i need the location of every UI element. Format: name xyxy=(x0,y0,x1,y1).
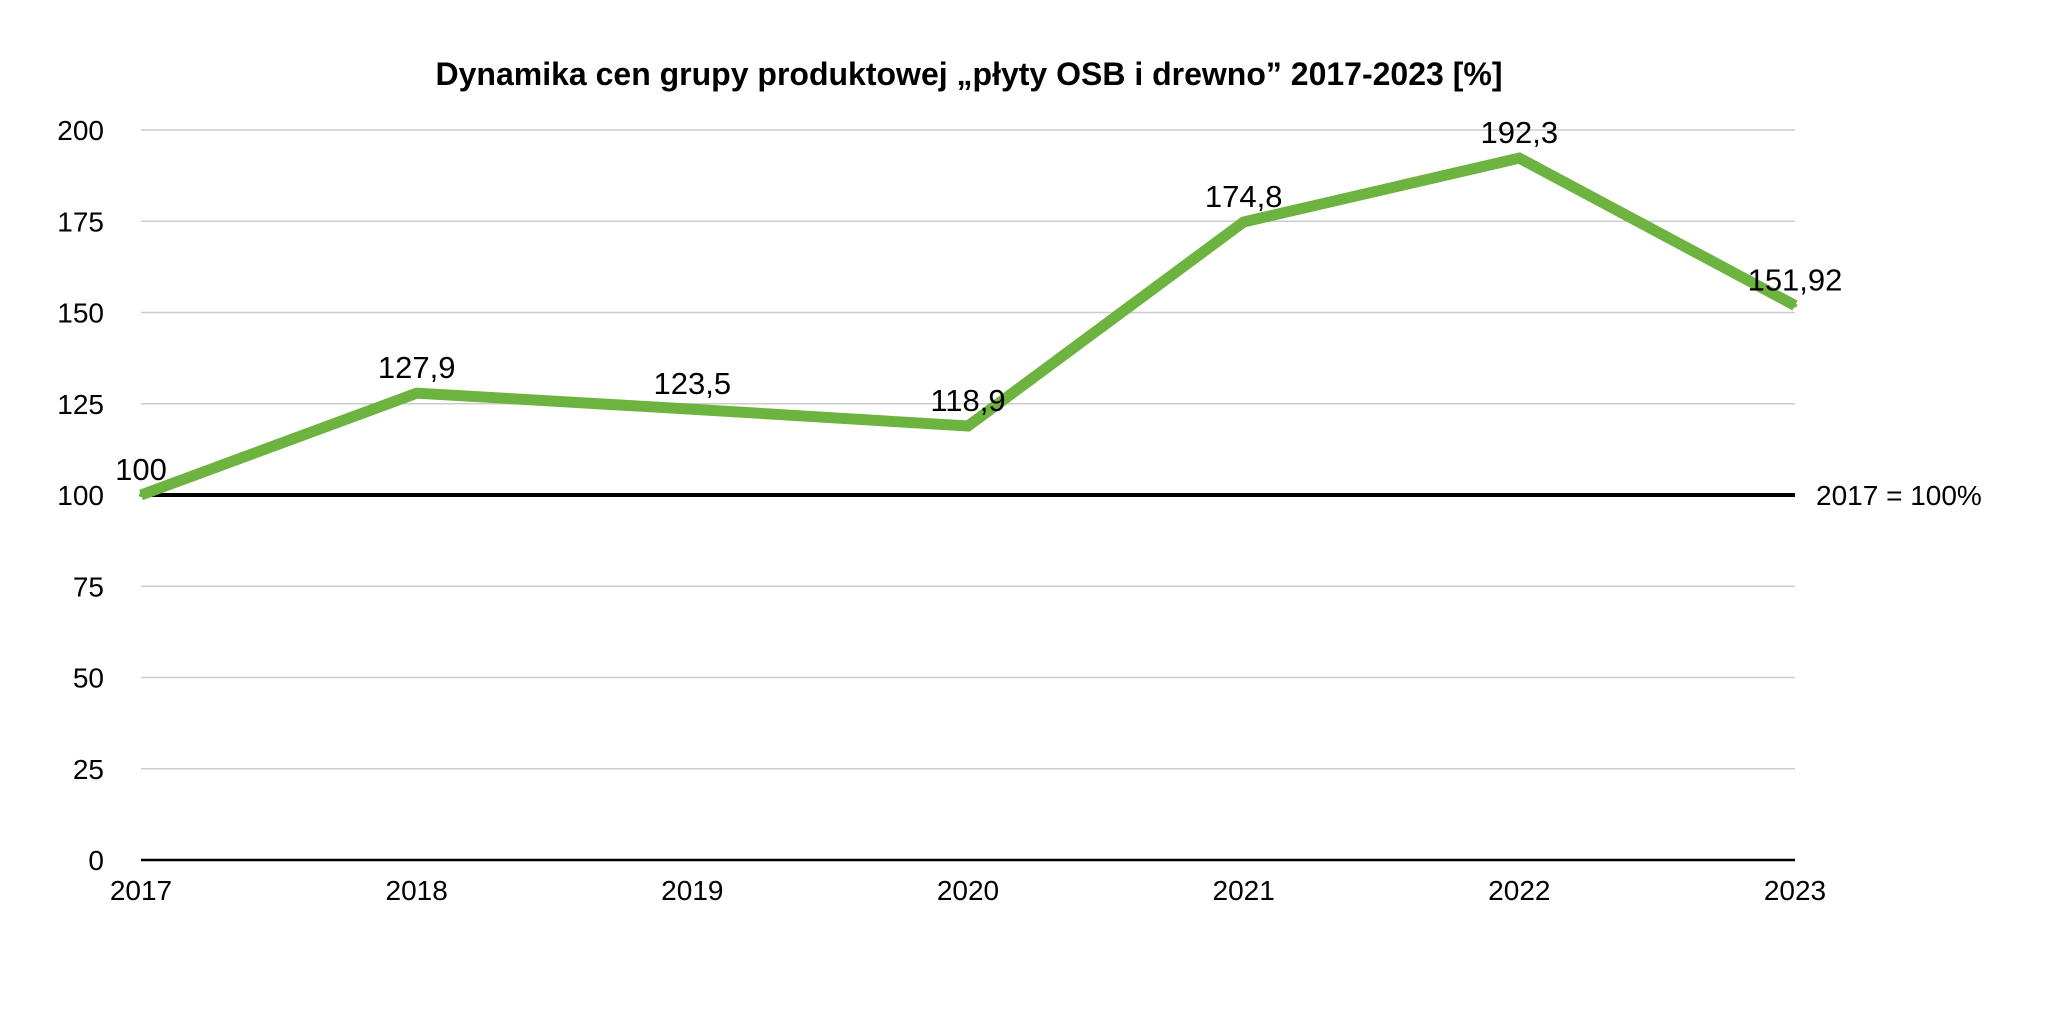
x-tick-label-2020: 2020 xyxy=(937,875,999,906)
data-label-2020: 118,9 xyxy=(930,383,1005,418)
data-point-2021 xyxy=(1241,219,1246,224)
data-point-2017 xyxy=(139,493,143,497)
data-label-2023: 151,92 xyxy=(1748,262,1843,297)
y-tick-label-25: 25 xyxy=(73,754,104,785)
y-tick-label-200: 200 xyxy=(57,115,104,146)
y-tick-label-125: 125 xyxy=(57,389,104,420)
data-label-2019: 123,5 xyxy=(654,366,732,401)
series-line-0 xyxy=(139,152,1798,501)
data-label-2018: 127,9 xyxy=(378,350,456,385)
data-label-2021: 174,8 xyxy=(1205,179,1283,214)
x-tick-label-2018: 2018 xyxy=(386,875,448,906)
chart-title: Dynamika cen grupy produktowej „płyty OS… xyxy=(435,56,1503,92)
data-point-2022 xyxy=(1517,156,1522,161)
data-point-2019 xyxy=(690,407,695,412)
data-labels: 2017 = 100% 100 127,9 123,5 118,9 174,8 192,3 1… xyxy=(115,115,1982,511)
y-tick-label-100: 100 xyxy=(57,480,104,511)
data-label-2017: 100 xyxy=(115,452,167,487)
x-tick-label-2023: 2023 xyxy=(1764,875,1826,906)
x-tick-label-2019: 2019 xyxy=(661,875,723,906)
x-tick-label-2022: 2022 xyxy=(1488,875,1550,906)
data-point-2020 xyxy=(966,424,970,429)
x-tick-label-2017: 2017 xyxy=(110,875,172,906)
x-tick-label-2021: 2021 xyxy=(1213,875,1275,906)
y-tick-label-175: 175 xyxy=(57,206,104,237)
series xyxy=(139,152,1798,501)
data-label-2022: 192,3 xyxy=(1481,115,1559,150)
y-tick-label-75: 75 xyxy=(73,571,104,602)
data-point-2018 xyxy=(414,391,419,396)
axes: 0 25 50 75 100 125 150 175 200 2017 2018 2019 2020 20… xyxy=(57,115,1826,906)
gridlines xyxy=(141,129,1795,770)
data-point-2023 xyxy=(1793,303,1797,308)
y-tick-label-150: 150 xyxy=(57,298,104,329)
y-tick-label-0: 0 xyxy=(88,845,104,876)
reference-line-label: 2017 = 100% xyxy=(1816,480,1982,511)
y-tick-label-50: 50 xyxy=(73,663,104,694)
